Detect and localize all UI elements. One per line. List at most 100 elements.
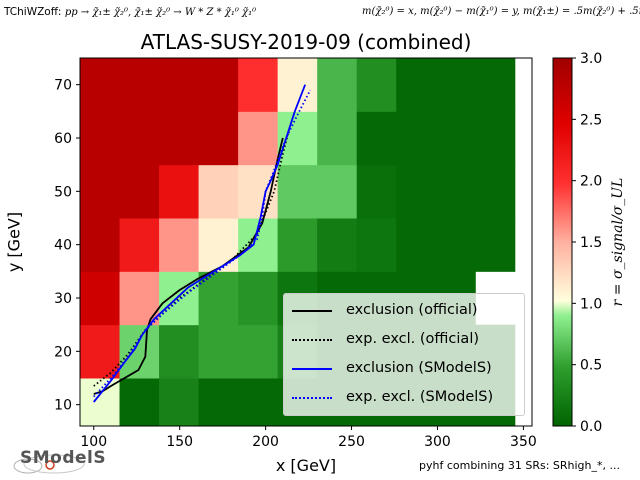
y-tick-label: 20	[54, 344, 72, 360]
colorbar-tick-label: 0.5	[580, 358, 602, 374]
heatmap-cell	[80, 378, 121, 426]
heatmap-cell	[396, 58, 437, 112]
heatmap-cell	[80, 324, 121, 379]
x-tick-label: 300	[424, 434, 451, 450]
y-tick-label: 30	[54, 291, 72, 307]
y-axis-ticks: 10 20 30 40 50 60 70	[54, 78, 80, 414]
heatmap-cell	[435, 164, 476, 219]
heatmap-cell	[396, 164, 437, 219]
x-axis-ticks: 100 150 200 250 300 350	[80, 426, 537, 450]
heatmap-cell	[238, 58, 279, 112]
process-formula: pp → χ̃₁± χ̃₂⁰, χ̃₁± χ̃₂⁰ → W * Z * χ̃₁⁰…	[64, 7, 257, 18]
heatmap-cell	[159, 378, 200, 426]
heatmap-cell	[119, 164, 160, 219]
heatmap-cell	[198, 164, 239, 219]
heatmap-cell	[317, 164, 358, 219]
process-header: TChiWZoff: pp → χ̃₁± χ̃₂⁰, χ̃₁± χ̃₂⁰ → W…	[4, 6, 256, 18]
heatmap-cell	[356, 58, 397, 112]
colorbar-tick-label: 3.0	[580, 51, 602, 67]
colorbar-ticks: 0.0 0.5 1.0 1.5 2.0 2.5 3.0	[572, 51, 602, 435]
legend-item: exp. excl. (official)	[292, 328, 520, 352]
heatmap-cell	[80, 271, 121, 326]
heatmap-cell	[475, 218, 516, 272]
heatmap-cell	[198, 271, 239, 326]
colorbar-tick-label: 2.5	[580, 112, 602, 128]
heatmap-cell	[475, 111, 516, 166]
series-line-0	[93, 137, 284, 395]
heatmap-cell	[317, 218, 358, 272]
heatmap-cell	[238, 271, 279, 326]
x-tick-label: 150	[166, 434, 193, 450]
heatmap-cell	[119, 324, 160, 379]
heatmap-cell	[475, 58, 516, 112]
combination-note: pyhf combining 31 SRs: SRhigh_*, ...	[419, 459, 620, 472]
legend-item: exp. excl. (SModelS)	[292, 386, 520, 410]
y-tick-label: 70	[54, 78, 72, 94]
heatmap-cell	[435, 218, 476, 272]
heatmap-cell	[80, 58, 121, 112]
y-tick-label: 50	[54, 184, 72, 200]
exclusion-lines	[93, 84, 312, 403]
heatmap-cell	[356, 218, 397, 272]
heatmap-cell	[356, 111, 397, 166]
logo-text: SModelS	[20, 448, 107, 468]
heatmap-cell	[159, 324, 200, 379]
heatmap-cell	[277, 164, 318, 219]
heatmap-cell	[198, 111, 239, 166]
colorbar-tick-label: 1.0	[580, 296, 602, 312]
x-tick-label: 350	[510, 434, 537, 450]
colorbar-tick-label: 2.0	[580, 174, 602, 190]
y-tick-label: 40	[54, 238, 72, 254]
heatmap-cell	[238, 378, 279, 426]
chart-title: ATLAS-SUSY-2019-09 (combined)	[140, 30, 472, 54]
legend-label: exclusion (official)	[346, 302, 478, 318]
heatmap-cell	[159, 58, 200, 112]
heatmap-cell	[238, 324, 279, 379]
colorbar-tick-label: 1.5	[580, 235, 602, 251]
heatmap-cell	[119, 271, 160, 326]
heatmap-cell	[119, 111, 160, 166]
legend-label: exp. excl. (official)	[346, 331, 479, 347]
legend-item: exclusion (official)	[292, 299, 520, 323]
heatmap-cell	[119, 218, 160, 272]
colorbar-tick-label: 0.0	[580, 419, 602, 435]
y-axis-label: y [GeV]	[4, 211, 24, 273]
heatmap-cell	[435, 111, 476, 166]
series-line-2	[93, 84, 306, 403]
heatmap-cell	[317, 111, 358, 166]
legend-label: exp. excl. (SModelS)	[346, 389, 494, 405]
legend-item: exclusion (SModelS)	[292, 357, 520, 381]
heatmap-cell	[396, 218, 437, 272]
heatmap-cell	[198, 218, 239, 272]
heatmap-cell	[198, 378, 239, 426]
heatmap-cell	[475, 164, 516, 219]
legend-label: exclusion (SModelS)	[346, 360, 492, 376]
heatmap-cell	[159, 111, 200, 166]
legend-swatch-dotted-blue	[292, 397, 332, 399]
heatmap-cell	[277, 218, 318, 272]
legend-swatch-solid-blue	[292, 368, 332, 370]
heatmap-cell	[119, 378, 160, 426]
mass-definition: m(χ̃₂⁰) = x, m(χ̃₂⁰) − m(χ̃₁⁰) = y, m(χ̃…	[362, 6, 640, 17]
heatmap-cell	[198, 58, 239, 112]
y-tick-label: 10	[54, 398, 72, 414]
heatmap-cell	[80, 164, 121, 219]
heatmap-cell	[435, 58, 476, 112]
legend: exclusion (official) exp. excl. (officia…	[283, 293, 525, 416]
x-tick-label: 200	[252, 434, 279, 450]
heatmap-cell	[238, 111, 279, 166]
colorbar-label: r = σ_signal/σ_UL	[610, 177, 626, 307]
heatmap-cell	[159, 218, 200, 272]
heatmap-cell	[317, 58, 358, 112]
smodels-logo	[13, 454, 85, 474]
x-tick-label: 250	[338, 434, 365, 450]
heatmap-cell	[159, 271, 200, 326]
legend-swatch-dotted-black	[292, 339, 332, 341]
plot-frame	[79, 57, 533, 427]
series-line-3	[93, 89, 312, 398]
heatmap-cell	[396, 111, 437, 166]
process-name: TChiWZoff:	[4, 6, 65, 18]
colorbar	[552, 57, 573, 427]
series-line-1	[93, 127, 291, 387]
